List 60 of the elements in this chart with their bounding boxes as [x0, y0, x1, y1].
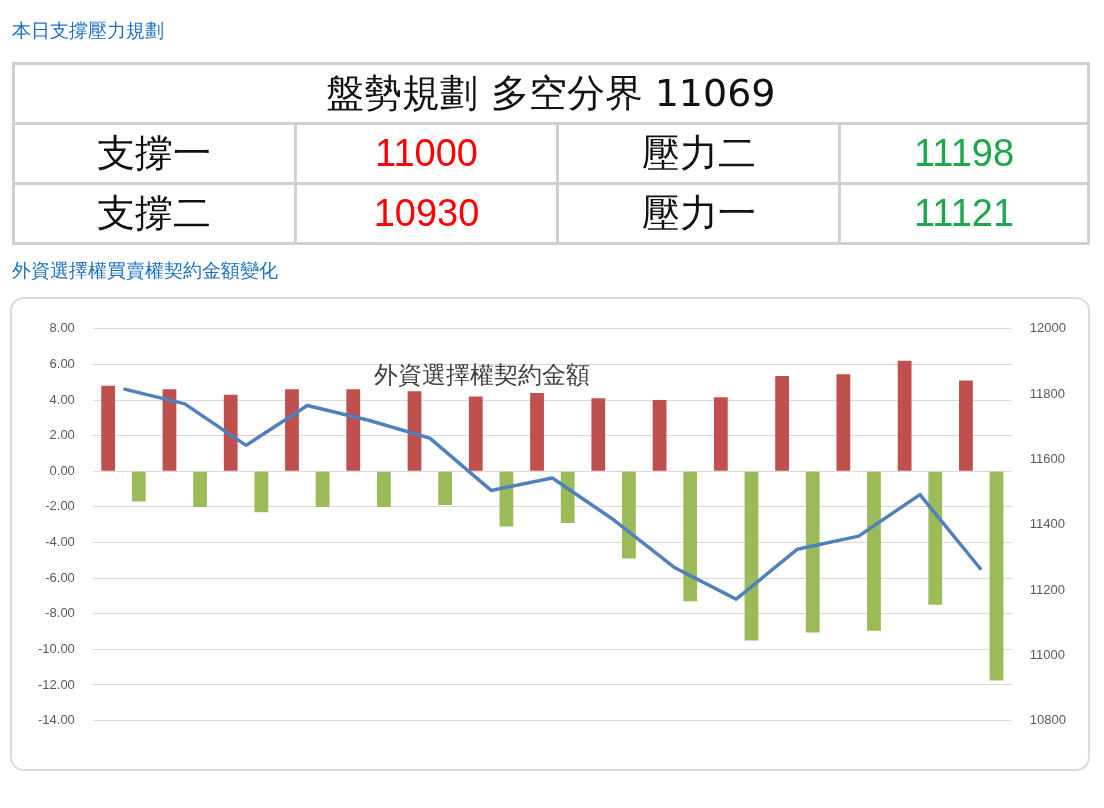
y2-tick-label: 11400	[1029, 516, 1066, 532]
bar	[346, 389, 361, 471]
y2-tick-label: 11200	[1029, 581, 1066, 597]
bar	[223, 394, 238, 471]
bar	[560, 471, 575, 523]
bar	[101, 385, 116, 471]
bar	[530, 392, 544, 471]
y-tick-label: -8.00	[45, 605, 75, 621]
bar	[836, 374, 851, 471]
y-tick-label: -14.00	[37, 712, 75, 728]
bar	[867, 471, 881, 631]
bar	[438, 471, 453, 506]
y2-tick-label: 12000	[1029, 320, 1067, 336]
text: 本日支撐壓力規劃	[12, 18, 164, 43]
text: 外資選擇權契約金額	[374, 361, 591, 390]
bar	[713, 397, 728, 471]
bar	[652, 400, 667, 471]
y-tick-label: 4.00	[49, 391, 75, 407]
text: 支撐二	[13, 183, 296, 244]
bar	[131, 471, 146, 502]
bar	[622, 471, 636, 559]
bar	[193, 471, 207, 507]
y2-tick-label: 11000	[1029, 646, 1066, 662]
bar	[407, 391, 422, 471]
bar	[591, 398, 606, 471]
text: 11198	[839, 123, 1089, 184]
y2-tick-label: 11800	[1029, 385, 1066, 401]
y-tick-label: 8.00	[49, 320, 75, 336]
bar	[775, 375, 789, 471]
text: 支撐一	[13, 123, 296, 184]
y-tick-label: -6.00	[45, 569, 75, 585]
text: 10930	[295, 183, 558, 244]
text: 壓力一	[557, 183, 840, 244]
y-tick-label: 0.00	[49, 462, 75, 478]
text: 11000	[295, 123, 558, 184]
y2-tick-label: 11600	[1029, 450, 1066, 466]
y-tick-label: -12.00	[37, 676, 75, 692]
y-tick-label: 2.00	[49, 427, 75, 443]
bar	[315, 471, 330, 507]
y-tick-label: -4.00	[45, 534, 75, 550]
bar	[805, 471, 820, 633]
bar	[989, 471, 1004, 681]
bar	[959, 380, 973, 471]
bar	[162, 389, 177, 471]
chart-title: 外資選擇權買賣權契約金額變化	[12, 258, 278, 283]
text: 壓力二	[557, 123, 840, 184]
bar	[683, 471, 698, 602]
y-tick-label: -2.00	[45, 498, 75, 514]
y-tick-label: -10.00	[37, 640, 75, 656]
y-tick-label: 6.00	[49, 356, 75, 371]
bar	[376, 471, 391, 507]
text: 盤勢規劃 多空分界 11069	[13, 63, 1089, 124]
bar	[468, 396, 483, 471]
text: 11121	[839, 183, 1089, 244]
bar	[928, 471, 943, 605]
bar	[254, 471, 269, 513]
y2-tick-label: 10800	[1029, 712, 1067, 728]
bar	[285, 389, 299, 471]
bar	[897, 360, 912, 471]
bar	[744, 471, 759, 641]
